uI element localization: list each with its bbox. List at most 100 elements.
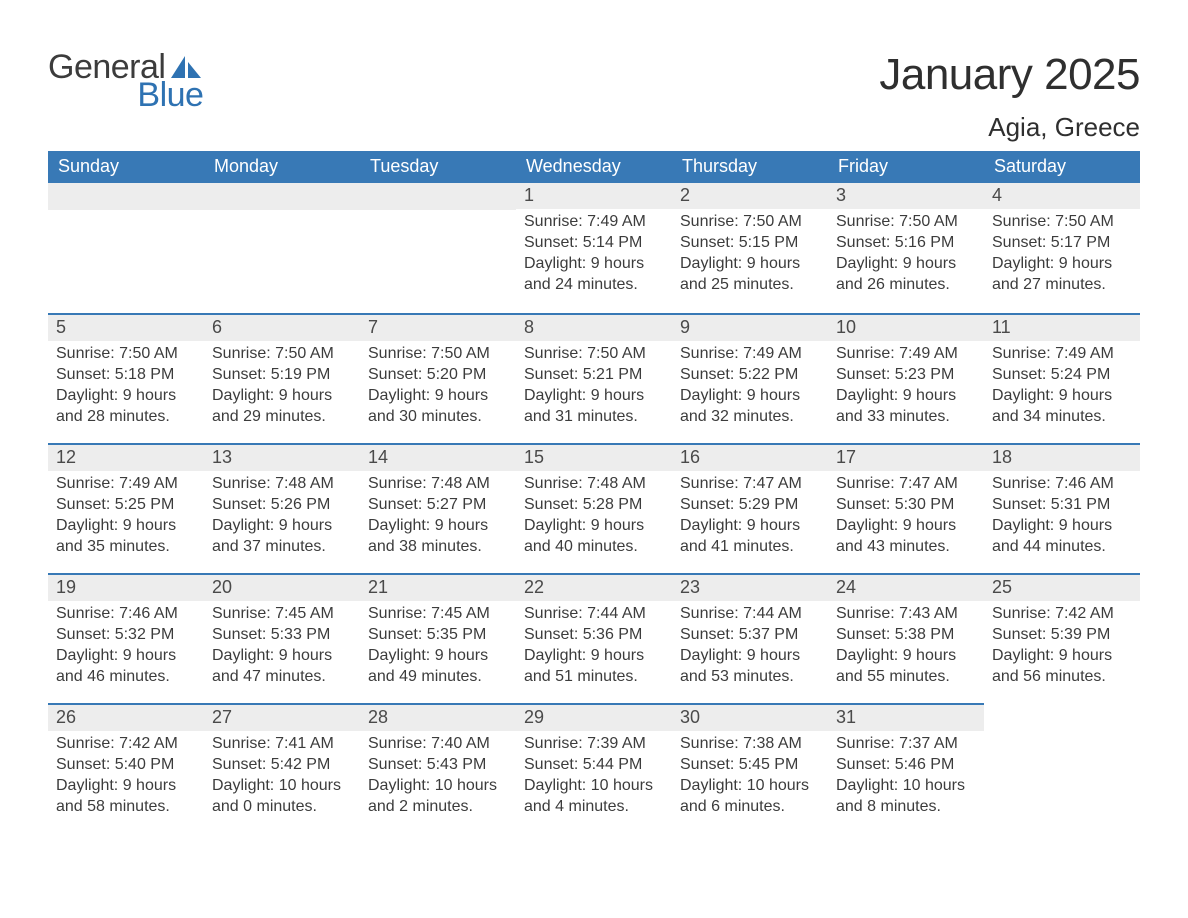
day-number: 11 bbox=[984, 313, 1140, 341]
daylight-line-1: Daylight: 9 hours bbox=[836, 645, 976, 666]
calendar-head: SundayMondayTuesdayWednesdayThursdayFrid… bbox=[48, 151, 1140, 183]
daylight-line-1: Daylight: 9 hours bbox=[56, 385, 196, 406]
weekday-header: Friday bbox=[828, 151, 984, 183]
sunset-line: Sunset: 5:26 PM bbox=[212, 494, 352, 515]
sunrise-line: Sunrise: 7:44 AM bbox=[524, 603, 664, 624]
sunrise-line: Sunrise: 7:45 AM bbox=[368, 603, 508, 624]
day-number: 16 bbox=[672, 443, 828, 471]
day-number: 24 bbox=[828, 573, 984, 601]
day-number: 3 bbox=[828, 183, 984, 209]
sunrise-line: Sunrise: 7:49 AM bbox=[680, 343, 820, 364]
calendar-cell: 16Sunrise: 7:47 AMSunset: 5:29 PMDayligh… bbox=[672, 443, 828, 573]
sunset-line: Sunset: 5:15 PM bbox=[680, 232, 820, 253]
empty-day-bar bbox=[48, 183, 204, 210]
day-number: 25 bbox=[984, 573, 1140, 601]
day-number: 23 bbox=[672, 573, 828, 601]
sunrise-line: Sunrise: 7:50 AM bbox=[992, 211, 1132, 232]
day-number: 29 bbox=[516, 703, 672, 731]
calendar-cell: 7Sunrise: 7:50 AMSunset: 5:20 PMDaylight… bbox=[360, 313, 516, 443]
daylight-line-1: Daylight: 9 hours bbox=[56, 515, 196, 536]
daylight-line-2: and 55 minutes. bbox=[836, 666, 976, 687]
daylight-line-1: Daylight: 9 hours bbox=[368, 645, 508, 666]
sunset-line: Sunset: 5:22 PM bbox=[680, 364, 820, 385]
location-label: Agia, Greece bbox=[879, 112, 1140, 143]
sunrise-line: Sunrise: 7:40 AM bbox=[368, 733, 508, 754]
day-content: Sunrise: 7:44 AMSunset: 5:37 PMDaylight:… bbox=[672, 601, 828, 691]
day-number: 20 bbox=[204, 573, 360, 601]
daylight-line-2: and 53 minutes. bbox=[680, 666, 820, 687]
daylight-line-1: Daylight: 9 hours bbox=[680, 645, 820, 666]
sunset-line: Sunset: 5:38 PM bbox=[836, 624, 976, 645]
daylight-line-2: and 31 minutes. bbox=[524, 406, 664, 427]
daylight-line-1: Daylight: 9 hours bbox=[524, 645, 664, 666]
daylight-line-2: and 8 minutes. bbox=[836, 796, 976, 817]
daylight-line-2: and 26 minutes. bbox=[836, 274, 976, 295]
daylight-line-1: Daylight: 9 hours bbox=[680, 515, 820, 536]
daylight-line-2: and 30 minutes. bbox=[368, 406, 508, 427]
day-content: Sunrise: 7:49 AMSunset: 5:24 PMDaylight:… bbox=[984, 341, 1140, 431]
calendar-cell: 1Sunrise: 7:49 AMSunset: 5:14 PMDaylight… bbox=[516, 183, 672, 313]
calendar-cell: 18Sunrise: 7:46 AMSunset: 5:31 PMDayligh… bbox=[984, 443, 1140, 573]
daylight-line-2: and 44 minutes. bbox=[992, 536, 1132, 557]
calendar-body: 1Sunrise: 7:49 AMSunset: 5:14 PMDaylight… bbox=[48, 183, 1140, 833]
sunset-line: Sunset: 5:40 PM bbox=[56, 754, 196, 775]
sunrise-line: Sunrise: 7:49 AM bbox=[524, 211, 664, 232]
sunset-line: Sunset: 5:35 PM bbox=[368, 624, 508, 645]
day-content: Sunrise: 7:48 AMSunset: 5:27 PMDaylight:… bbox=[360, 471, 516, 561]
calendar-cell: 17Sunrise: 7:47 AMSunset: 5:30 PMDayligh… bbox=[828, 443, 984, 573]
daylight-line-1: Daylight: 10 hours bbox=[836, 775, 976, 796]
sunset-line: Sunset: 5:24 PM bbox=[992, 364, 1132, 385]
calendar-cell bbox=[984, 703, 1140, 833]
daylight-line-2: and 47 minutes. bbox=[212, 666, 352, 687]
daylight-line-2: and 56 minutes. bbox=[992, 666, 1132, 687]
calendar-cell: 4Sunrise: 7:50 AMSunset: 5:17 PMDaylight… bbox=[984, 183, 1140, 313]
calendar-cell: 20Sunrise: 7:45 AMSunset: 5:33 PMDayligh… bbox=[204, 573, 360, 703]
sunrise-line: Sunrise: 7:50 AM bbox=[212, 343, 352, 364]
day-number: 2 bbox=[672, 183, 828, 209]
day-content: Sunrise: 7:49 AMSunset: 5:25 PMDaylight:… bbox=[48, 471, 204, 561]
day-content: Sunrise: 7:50 AMSunset: 5:17 PMDaylight:… bbox=[984, 209, 1140, 299]
day-content: Sunrise: 7:46 AMSunset: 5:31 PMDaylight:… bbox=[984, 471, 1140, 561]
calendar-cell: 6Sunrise: 7:50 AMSunset: 5:19 PMDaylight… bbox=[204, 313, 360, 443]
day-content: Sunrise: 7:49 AMSunset: 5:23 PMDaylight:… bbox=[828, 341, 984, 431]
calendar-cell: 24Sunrise: 7:43 AMSunset: 5:38 PMDayligh… bbox=[828, 573, 984, 703]
day-content: Sunrise: 7:45 AMSunset: 5:33 PMDaylight:… bbox=[204, 601, 360, 691]
sunset-line: Sunset: 5:14 PM bbox=[524, 232, 664, 253]
daylight-line-2: and 0 minutes. bbox=[212, 796, 352, 817]
day-content: Sunrise: 7:49 AMSunset: 5:14 PMDaylight:… bbox=[516, 209, 672, 299]
calendar-cell: 2Sunrise: 7:50 AMSunset: 5:15 PMDaylight… bbox=[672, 183, 828, 313]
daylight-line-2: and 49 minutes. bbox=[368, 666, 508, 687]
weekday-header: Sunday bbox=[48, 151, 204, 183]
sunrise-line: Sunrise: 7:49 AM bbox=[836, 343, 976, 364]
sunset-line: Sunset: 5:32 PM bbox=[56, 624, 196, 645]
weekday-row: SundayMondayTuesdayWednesdayThursdayFrid… bbox=[48, 151, 1140, 183]
day-number: 10 bbox=[828, 313, 984, 341]
day-number: 13 bbox=[204, 443, 360, 471]
daylight-line-2: and 32 minutes. bbox=[680, 406, 820, 427]
sunset-line: Sunset: 5:42 PM bbox=[212, 754, 352, 775]
daylight-line-1: Daylight: 10 hours bbox=[680, 775, 820, 796]
day-number: 21 bbox=[360, 573, 516, 601]
day-content: Sunrise: 7:46 AMSunset: 5:32 PMDaylight:… bbox=[48, 601, 204, 691]
day-content: Sunrise: 7:42 AMSunset: 5:40 PMDaylight:… bbox=[48, 731, 204, 821]
daylight-line-1: Daylight: 9 hours bbox=[992, 645, 1132, 666]
daylight-line-2: and 51 minutes. bbox=[524, 666, 664, 687]
day-content: Sunrise: 7:50 AMSunset: 5:19 PMDaylight:… bbox=[204, 341, 360, 431]
day-number: 22 bbox=[516, 573, 672, 601]
calendar-table: SundayMondayTuesdayWednesdayThursdayFrid… bbox=[48, 151, 1140, 833]
day-content: Sunrise: 7:47 AMSunset: 5:30 PMDaylight:… bbox=[828, 471, 984, 561]
sunset-line: Sunset: 5:43 PM bbox=[368, 754, 508, 775]
daylight-line-2: and 41 minutes. bbox=[680, 536, 820, 557]
empty-day-bar bbox=[360, 183, 516, 210]
day-number: 8 bbox=[516, 313, 672, 341]
daylight-line-2: and 24 minutes. bbox=[524, 274, 664, 295]
sunrise-line: Sunrise: 7:47 AM bbox=[836, 473, 976, 494]
daylight-line-2: and 33 minutes. bbox=[836, 406, 976, 427]
daylight-line-2: and 43 minutes. bbox=[836, 536, 976, 557]
day-content: Sunrise: 7:37 AMSunset: 5:46 PMDaylight:… bbox=[828, 731, 984, 821]
logo-text-blue: Blue bbox=[137, 78, 203, 112]
daylight-line-1: Daylight: 10 hours bbox=[212, 775, 352, 796]
daylight-line-2: and 29 minutes. bbox=[212, 406, 352, 427]
sunset-line: Sunset: 5:20 PM bbox=[368, 364, 508, 385]
calendar-cell: 28Sunrise: 7:40 AMSunset: 5:43 PMDayligh… bbox=[360, 703, 516, 833]
